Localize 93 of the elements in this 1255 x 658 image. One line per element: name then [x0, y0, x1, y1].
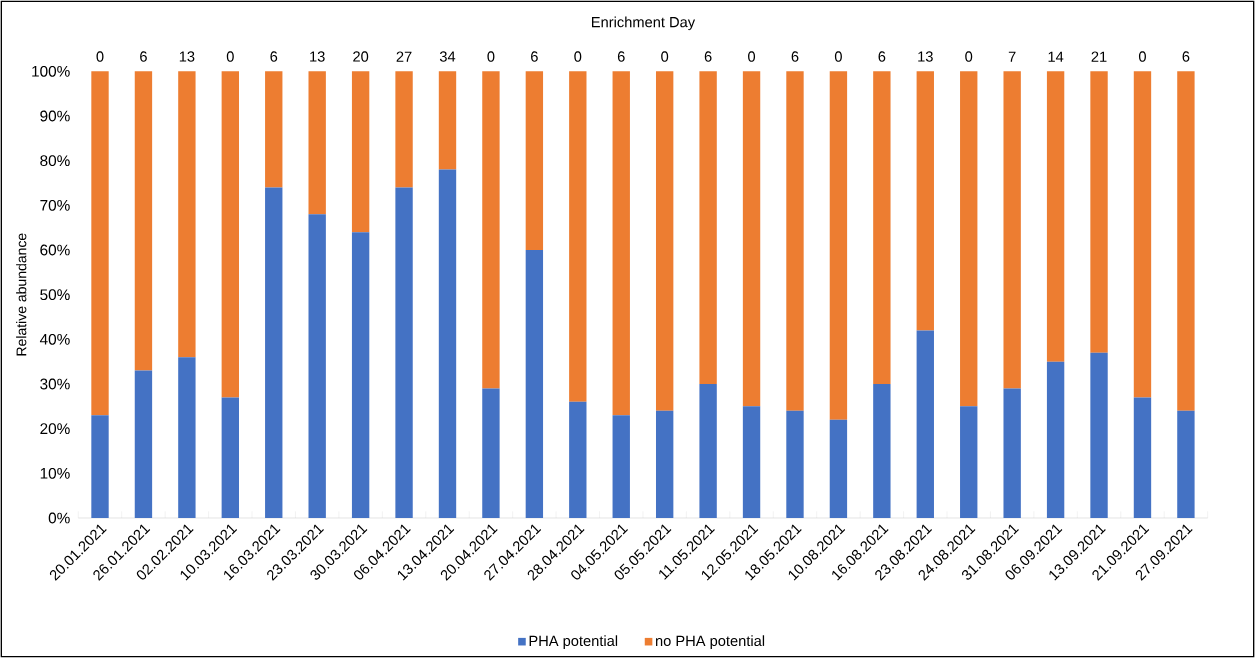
- y-tick-label: 90%: [40, 110, 70, 122]
- bar: [308, 214, 326, 518]
- bar: [742, 406, 761, 518]
- annotation: 0: [487, 51, 495, 62]
- bar: [612, 415, 630, 518]
- y-tick-label: 70%: [40, 199, 70, 211]
- annotation: 7: [1008, 51, 1016, 62]
- annotation: 0: [96, 51, 104, 62]
- y-tick-label: 40%: [39, 333, 70, 345]
- annotation: 6: [140, 51, 147, 62]
- y-tick-label: 20%: [40, 423, 70, 435]
- annotation: 0: [965, 51, 973, 62]
- bar: [221, 397, 239, 518]
- bar: [265, 187, 283, 518]
- bar: [91, 71, 109, 416]
- bar: [569, 401, 587, 518]
- bar: [265, 71, 283, 188]
- annotation: 0: [661, 51, 669, 62]
- bar: [351, 232, 370, 518]
- annotation: 6: [617, 51, 625, 62]
- bar: [873, 71, 891, 384]
- bar: [960, 406, 978, 518]
- annotation: 0: [1138, 51, 1146, 62]
- bar: [91, 415, 109, 518]
- bar: [134, 370, 153, 518]
- bar: [873, 384, 891, 518]
- y-tick-label: 10%: [40, 467, 70, 479]
- bar: [612, 71, 630, 416]
- bar: [786, 410, 804, 518]
- y-tick-label: 0%: [48, 512, 70, 524]
- bar: [1003, 71, 1021, 389]
- y-axis-title: Relative abundance: [16, 233, 27, 356]
- bar: [1133, 71, 1152, 398]
- bar: [1177, 71, 1195, 411]
- bar: [1090, 352, 1108, 518]
- annotation: 13: [918, 51, 933, 62]
- bar: [221, 71, 239, 398]
- annotation: 0: [574, 51, 582, 62]
- bar: [916, 71, 934, 331]
- annotation: 6: [791, 51, 799, 62]
- annotation: 6: [878, 51, 886, 62]
- annotation: 14: [1048, 51, 1064, 62]
- bar: [960, 71, 978, 407]
- bar: [482, 71, 500, 389]
- annotation: 27: [396, 51, 412, 62]
- legend-label: PHA potential: [529, 635, 618, 649]
- annotation: 0: [226, 51, 234, 62]
- y-tick-label: 100%: [32, 65, 70, 77]
- legend-label: no PHA potential: [656, 635, 765, 649]
- bar: [699, 384, 717, 518]
- bar: [655, 71, 674, 411]
- annotation: 13: [310, 51, 325, 62]
- annotation: 6: [531, 51, 538, 62]
- bar: [742, 71, 761, 407]
- bar: [829, 419, 848, 518]
- bar: [1046, 71, 1065, 362]
- annotation: 20: [353, 51, 369, 62]
- annotation: 21: [1091, 51, 1107, 62]
- bar: [525, 250, 544, 518]
- bar: [1133, 397, 1152, 518]
- annotation: 34: [439, 51, 456, 62]
- bar: [569, 71, 587, 402]
- bar: [655, 410, 674, 518]
- y-tick-label: 30%: [40, 378, 70, 390]
- bar: [438, 71, 457, 170]
- annotation: 13: [179, 51, 195, 62]
- bar: [351, 71, 370, 233]
- bar: [178, 357, 196, 518]
- bar: [829, 71, 848, 420]
- bar: [525, 71, 544, 250]
- y-tick-label: 50%: [40, 289, 70, 301]
- bar: [395, 187, 413, 518]
- bar: [699, 71, 717, 384]
- bar: [134, 71, 153, 371]
- bar: [1177, 410, 1195, 518]
- bar: [1046, 361, 1065, 518]
- y-tick-label: 60%: [40, 244, 70, 256]
- bar: [438, 169, 457, 518]
- bar: [395, 71, 413, 188]
- annotation: 6: [270, 51, 278, 62]
- annotation: 6: [704, 51, 712, 62]
- bar: [786, 71, 804, 411]
- bar: [178, 71, 196, 358]
- bar: [1090, 71, 1108, 353]
- bar: [916, 330, 934, 518]
- x2-axis-title: Enrichment Day: [592, 16, 696, 31]
- bar: [308, 71, 326, 215]
- bar: [482, 388, 500, 518]
- annotation: 6: [1182, 51, 1190, 62]
- annotation: 0: [748, 51, 756, 62]
- y-tick-label: 80%: [40, 155, 70, 167]
- annotation: 0: [834, 51, 842, 62]
- bar: [1003, 388, 1021, 518]
